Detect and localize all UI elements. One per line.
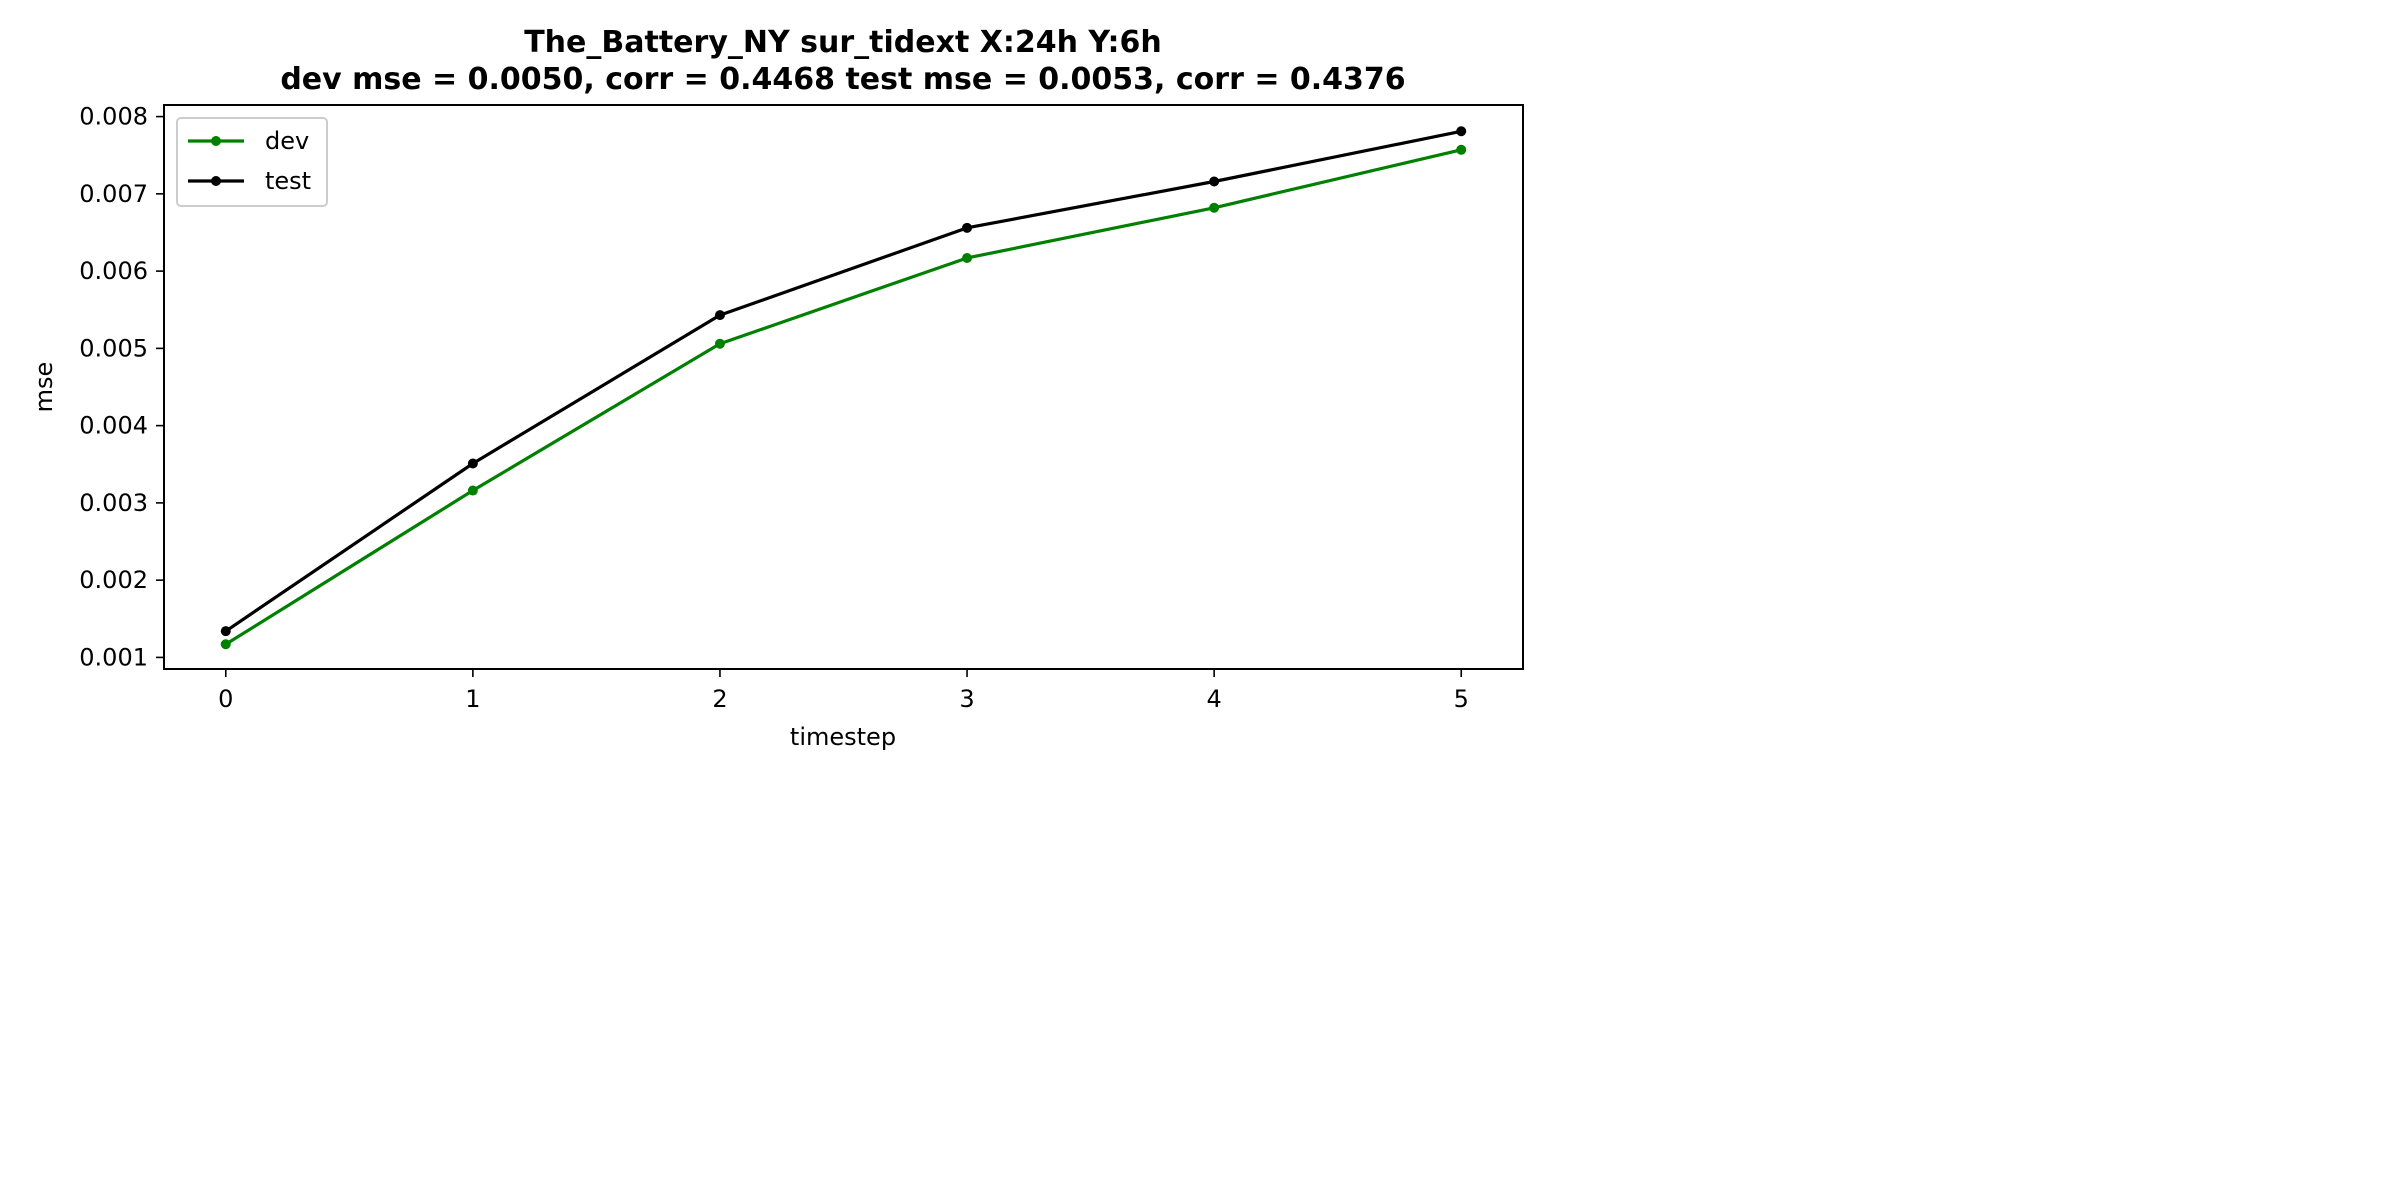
legend-label-dev: dev [265,127,309,155]
data-point-dev [220,639,231,650]
data-point-test [1209,176,1220,187]
x-tick-label: 3 [959,685,974,713]
x-axis: 0 1 2 3 4 5 [218,669,1469,713]
legend-marker-dev [211,136,221,146]
data-point-test [220,626,231,637]
data-point-dev [714,338,725,349]
y-axis-label: mse [30,362,58,413]
y-tick-label: 0.007 [79,180,148,208]
chart-title-line-2: dev mse = 0.0050, corr = 0.4468 test mse… [280,62,1405,97]
x-tick-label: 1 [465,685,480,713]
y-tick-label: 0.008 [79,103,148,131]
data-point-test [467,458,478,469]
data-point-dev [962,252,973,263]
y-tick-label: 0.006 [79,257,148,285]
legend-label-test: test [265,167,311,195]
plot-frame [163,104,1524,670]
data-point-dev [467,485,478,496]
data-point-test [1456,126,1467,137]
data-point-dev [1456,144,1467,155]
x-tick-label: 2 [712,685,727,713]
y-tick-label: 0.002 [79,566,148,594]
y-tick-label: 0.004 [79,412,148,440]
plot-area [220,126,1467,650]
y-tick-label: 0.003 [79,489,148,517]
legend-marker-test [211,176,221,186]
data-point-test [962,222,973,233]
series-line-dev [224,148,1463,646]
y-tick-label: 0.005 [79,334,148,362]
x-tick-label: 5 [1454,685,1469,713]
data-point-dev [1209,202,1220,213]
series-line-test [224,129,1463,633]
chart: The_Battery_NY sur_tidext X:24h Y:6h dev… [30,25,1524,751]
chart-title-line-1: The_Battery_NY sur_tidext X:24h Y:6h [524,25,1162,60]
data-point-test [714,310,725,321]
x-axis-label: timestep [790,723,896,751]
legend: dev test [176,117,328,207]
y-tick-label: 0.001 [79,643,148,671]
x-tick-label: 0 [218,685,233,713]
y-axis: 0.001 0.002 0.003 0.004 0.005 0.006 0.007 0.008 [79,103,164,671]
x-tick-label: 4 [1206,685,1221,713]
